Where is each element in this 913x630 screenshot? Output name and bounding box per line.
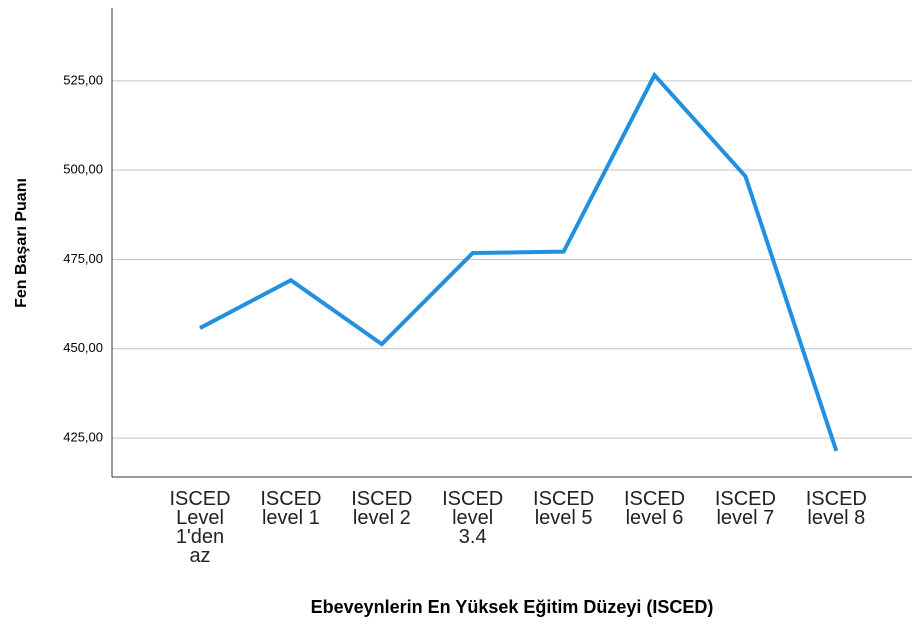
x-tick-label: ISCED level 6 — [623, 488, 686, 529]
y-tick-label: 425,00 — [63, 430, 103, 445]
y-tick-label: 500,00 — [63, 162, 103, 177]
x-tick-label: ISCED level 5 — [533, 488, 595, 529]
x-tick-label: ISCED level 3.4 — [442, 488, 504, 548]
x-axis-title: Ebeveynlerin En Yüksek Eğitim Düzeyi (IS… — [311, 597, 714, 617]
x-tick-label: ISCED level 2 — [351, 488, 413, 529]
x-tick-label: ISCED level 7 — [714, 488, 776, 529]
x-tick-label: ISCED Level 1'den az — [169, 488, 231, 567]
x-tick-label: ISCED level 8 — [805, 488, 867, 529]
y-tick-label: 525,00 — [63, 72, 103, 87]
y-tick-label: 450,00 — [63, 340, 103, 355]
y-tick-label: 475,00 — [63, 251, 103, 266]
x-tick-label: ISCED level 1 — [260, 488, 322, 529]
data-line — [199, 71, 839, 452]
y-axis-title: Fen Başarı Puanı — [13, 178, 30, 308]
